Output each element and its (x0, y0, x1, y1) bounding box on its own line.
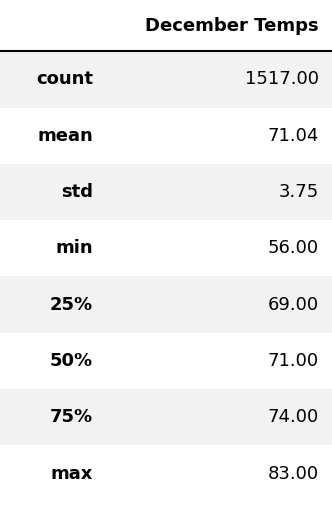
Text: max: max (50, 464, 93, 483)
Text: 71.04: 71.04 (267, 126, 319, 145)
Text: 56.00: 56.00 (268, 239, 319, 258)
Bar (0, 51, 332, 108)
Text: count: count (36, 70, 93, 89)
Text: 69.00: 69.00 (268, 295, 319, 314)
Text: 71.00: 71.00 (268, 352, 319, 370)
Text: 1517.00: 1517.00 (245, 70, 319, 89)
Text: 50%: 50% (50, 352, 93, 370)
Bar (0, 389, 332, 445)
Text: 75%: 75% (50, 408, 93, 426)
Text: 83.00: 83.00 (268, 464, 319, 483)
Text: 74.00: 74.00 (268, 408, 319, 426)
Text: 3.75: 3.75 (279, 183, 319, 201)
Bar (0, 220, 332, 276)
Bar (0, 276, 332, 333)
Text: min: min (55, 239, 93, 258)
Text: December Temps: December Temps (145, 16, 319, 35)
Bar (0, 0, 332, 51)
Text: std: std (61, 183, 93, 201)
Bar (0, 164, 332, 220)
Bar (0, 445, 332, 502)
Text: 25%: 25% (50, 295, 93, 314)
Bar (0, 333, 332, 389)
Text: mean: mean (37, 126, 93, 145)
Bar (0, 108, 332, 164)
